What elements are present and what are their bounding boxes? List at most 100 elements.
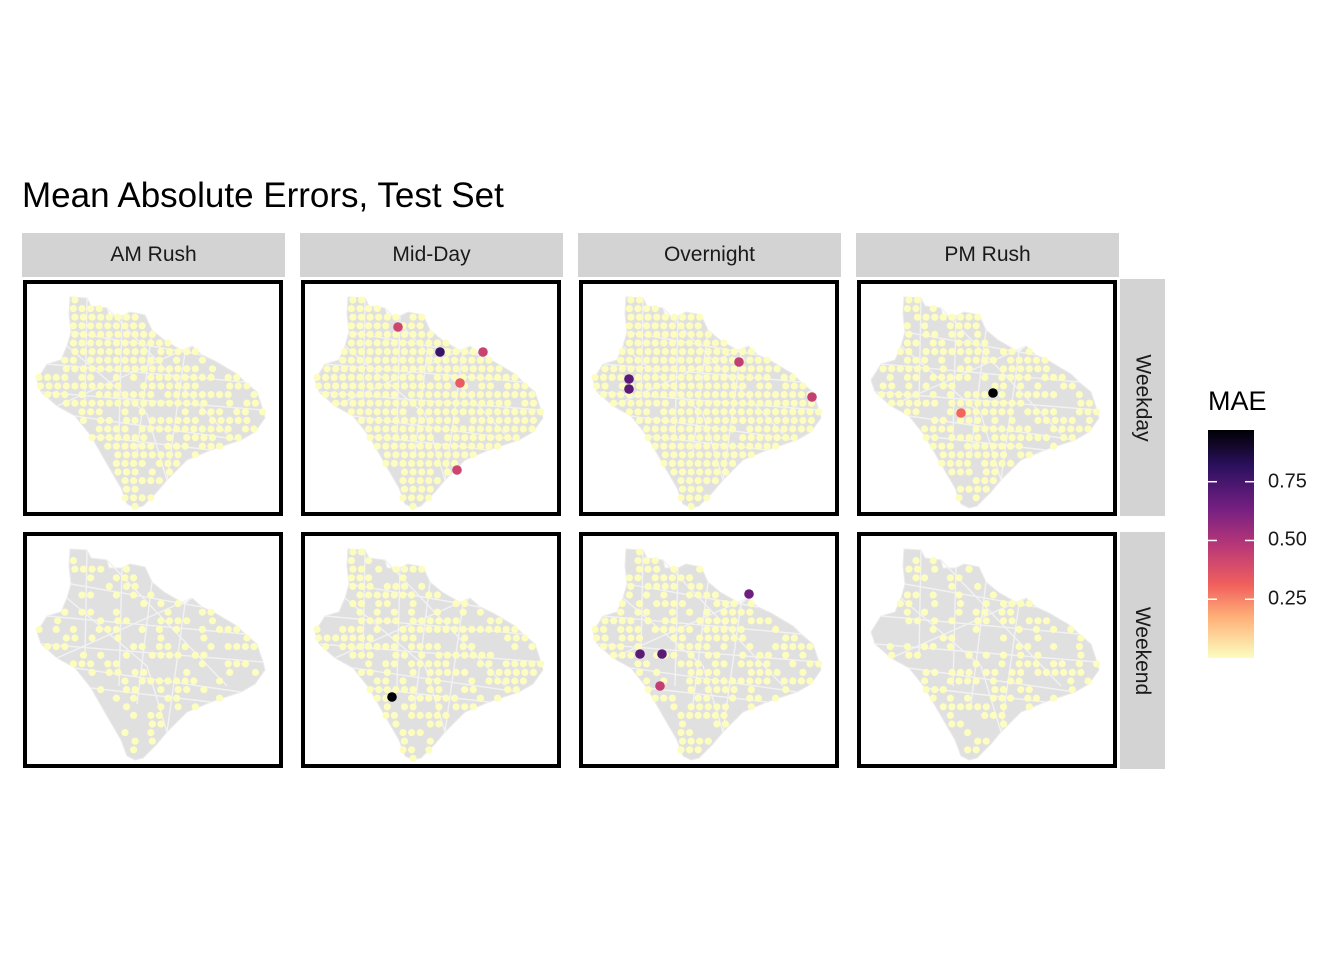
station-point: [365, 425, 373, 433]
station-point: [375, 600, 383, 608]
station-point: [661, 600, 669, 608]
station-point: [687, 330, 695, 338]
station-point: [408, 391, 416, 399]
station-point: [1034, 416, 1042, 424]
station-point: [390, 660, 398, 668]
station-point: [112, 591, 120, 599]
station-point: [618, 365, 626, 373]
station-point: [703, 339, 711, 347]
station-point: [164, 677, 172, 685]
station-point: [357, 548, 366, 556]
station-point: [409, 348, 417, 356]
station-point: [661, 330, 669, 338]
station-point: [806, 643, 814, 651]
station-point: [409, 313, 417, 321]
map-street-line: [90, 687, 212, 703]
station-point: [713, 703, 721, 711]
station-point: [121, 391, 129, 399]
station-point: [400, 651, 409, 659]
station-point: [426, 365, 434, 373]
map-street-line: [136, 329, 153, 453]
station-point: [617, 643, 625, 651]
station-point: [797, 408, 805, 416]
station-point: [452, 617, 460, 625]
station-point: [912, 408, 920, 416]
station-point: [71, 382, 79, 390]
station-point: [974, 451, 982, 459]
station-point: [459, 391, 467, 399]
station-point: [981, 373, 989, 381]
station-point: [643, 322, 651, 330]
station-point: [643, 557, 651, 565]
station-point: [815, 408, 823, 416]
station-point: [241, 660, 249, 668]
station-point: [435, 651, 443, 659]
legend-label-0-50: 0.50: [1268, 528, 1307, 551]
station-point: [452, 365, 460, 373]
station-point: [747, 348, 755, 356]
station-point: [921, 608, 929, 616]
station-point: [183, 365, 191, 373]
station-point: [164, 608, 172, 616]
station-point: [686, 608, 694, 616]
station-point: [1024, 373, 1032, 381]
station-point: [643, 677, 651, 685]
station-point: [95, 339, 103, 347]
station-point: [711, 408, 719, 416]
station-point: [174, 399, 182, 407]
station-point: [634, 373, 642, 381]
station-point: [789, 660, 797, 668]
station-point: [459, 625, 467, 633]
station-point: [461, 686, 469, 694]
station-point: [114, 348, 122, 356]
station-point: [721, 365, 730, 373]
station-point: [174, 416, 182, 424]
station-point: [946, 425, 954, 433]
map-street-line: [56, 597, 193, 659]
station-point: [451, 391, 459, 399]
station-point: [486, 651, 495, 659]
station-point: [365, 356, 373, 364]
station-point: [511, 660, 519, 668]
station-point: [409, 416, 417, 424]
station-point: [964, 339, 972, 347]
station-point: [912, 356, 920, 364]
station-point: [409, 434, 417, 442]
station-point: [929, 643, 937, 651]
station-point: [409, 365, 417, 373]
station-point: [216, 694, 224, 702]
station-point: [965, 703, 973, 711]
station-point: [122, 651, 131, 659]
station-point: [339, 356, 347, 364]
station-point: [1075, 408, 1083, 416]
station-point: [965, 651, 973, 659]
station-point: [112, 339, 120, 347]
station-point: [737, 677, 745, 685]
station-point: [746, 608, 754, 616]
station-point: [131, 348, 139, 356]
station-point: [1007, 694, 1015, 702]
station-point: [972, 677, 980, 685]
station-point: [476, 373, 484, 381]
station-point: [409, 634, 417, 642]
station-point: [964, 677, 972, 685]
station-point: [721, 617, 730, 625]
station-point: [79, 348, 88, 356]
station-point: [739, 634, 747, 642]
station-point: [200, 399, 208, 407]
station-point: [747, 600, 755, 608]
station-point: [61, 373, 69, 381]
station-point: [478, 434, 486, 442]
station-point: [461, 703, 469, 711]
station-point: [1077, 668, 1085, 676]
station-point: [729, 408, 737, 416]
station-point: [687, 382, 695, 390]
station-point: [357, 600, 366, 608]
station-point: [416, 660, 424, 668]
station-point: [173, 677, 181, 685]
station-point: [130, 442, 138, 450]
station-point: [981, 356, 989, 364]
station-point: [468, 643, 476, 651]
station-point: [806, 660, 814, 668]
station-point: [511, 625, 519, 633]
